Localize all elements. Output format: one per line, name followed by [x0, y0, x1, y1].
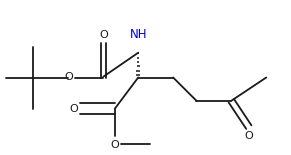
Text: O: O: [69, 104, 78, 113]
Text: O: O: [64, 73, 73, 82]
Text: O: O: [111, 140, 119, 150]
Text: NH: NH: [129, 28, 147, 41]
Text: O: O: [244, 131, 253, 141]
Text: O: O: [99, 30, 108, 40]
